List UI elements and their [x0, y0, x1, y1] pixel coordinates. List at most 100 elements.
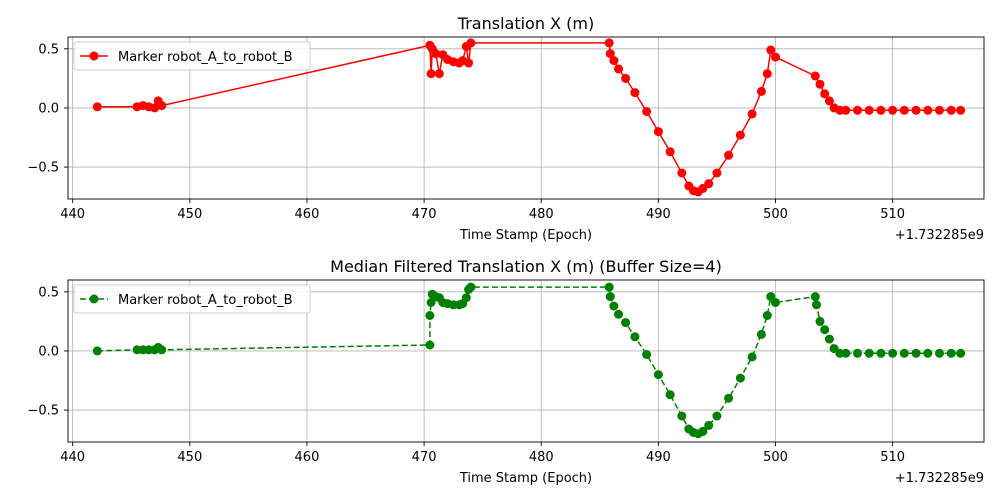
- axes-frame: [67, 36, 985, 200]
- data-point: [824, 334, 834, 344]
- legend-box: [73, 284, 311, 314]
- chart-title: Translation X (m): [457, 14, 594, 33]
- y-tick-label: −0.5: [27, 161, 59, 176]
- data-point: [605, 49, 615, 59]
- data-point: [653, 370, 663, 380]
- data-point: [923, 105, 933, 115]
- legend: Marker robot_A_to_robot_B: [73, 41, 311, 71]
- data-point: [704, 420, 714, 430]
- data-point: [609, 301, 619, 311]
- x-tick-label: 450: [177, 450, 202, 465]
- y-axis-ticks: 0.5 0.0 −0.5: [27, 42, 68, 176]
- data-point: [899, 348, 909, 358]
- legend-box: [73, 41, 311, 71]
- data-point: [434, 69, 444, 79]
- x-tick-label: 470: [412, 450, 437, 465]
- data-point: [614, 309, 623, 319]
- x-tick-label: 440: [60, 207, 85, 222]
- data-point: [735, 373, 745, 383]
- legend-marker-sample: [89, 51, 99, 61]
- chart-top-panel: Translation X (m) 440 450 460 470 480 490 500 5…: [27, 14, 985, 243]
- data-point: [888, 105, 898, 115]
- data-point: [609, 56, 619, 66]
- data-point: [92, 102, 102, 112]
- data-point: [92, 346, 102, 356]
- legend-label: Marker robot_A_to_robot_B: [118, 50, 293, 65]
- data-point: [841, 348, 851, 358]
- data-point: [820, 89, 830, 99]
- x-axis-label: Time Stamp (Epoch): [459, 228, 592, 243]
- data-point: [771, 52, 780, 62]
- data-point: [724, 150, 734, 160]
- data-point: [665, 390, 675, 400]
- data-point: [747, 109, 757, 119]
- data-point: [812, 300, 821, 310]
- data-point: [815, 316, 825, 326]
- data-point: [425, 340, 435, 350]
- y-tick-label: −0.5: [27, 404, 59, 419]
- data-point: [157, 101, 167, 111]
- x-tick-label: 460: [295, 450, 320, 465]
- x-axis-ticks: 440 450 460 470 480 490 500 510: [60, 442, 905, 465]
- y-tick-label: 0.5: [38, 285, 59, 300]
- x-axis-offset-text: +1.732285e9: [895, 228, 984, 243]
- chart-bottom-panel: Median Filtered Translation X (m) (Buffe…: [27, 257, 985, 486]
- data-point: [621, 73, 631, 83]
- data-point: [621, 318, 631, 328]
- data-point: [876, 348, 886, 358]
- data-point: [630, 88, 640, 98]
- data-point: [642, 107, 652, 116]
- data-point: [677, 168, 687, 178]
- data-point: [665, 147, 675, 157]
- data-point: [923, 348, 933, 358]
- data-point: [899, 105, 909, 115]
- legend-label: Marker robot_A_to_robot_B: [118, 293, 293, 308]
- data-point: [864, 105, 874, 115]
- x-tick-label: 490: [646, 450, 671, 465]
- data-point: [653, 127, 663, 137]
- axes-frame: [67, 279, 985, 443]
- y-tick-label: 0.0: [38, 101, 59, 116]
- data-point: [150, 103, 160, 113]
- data-point: [815, 79, 825, 89]
- data-point: [630, 332, 640, 342]
- data-point: [604, 38, 614, 48]
- data-point: [956, 105, 966, 115]
- x-tick-label: 510: [880, 450, 905, 465]
- data-point: [853, 348, 862, 358]
- data-point: [712, 168, 722, 178]
- data-point: [425, 311, 435, 320]
- chart-title: Median Filtered Translation X (m) (Buffe…: [330, 257, 722, 276]
- data-point: [426, 69, 436, 79]
- x-tick-label: 500: [763, 450, 788, 465]
- data-point: [956, 348, 966, 358]
- data-point: [810, 292, 820, 302]
- data-point: [824, 96, 834, 106]
- data-point: [820, 325, 830, 335]
- data-point: [841, 105, 851, 115]
- data-point: [698, 426, 708, 436]
- y-axis-ticks: 0.5 0.0 −0.5: [27, 285, 68, 419]
- y-tick-label: 0.0: [38, 344, 59, 359]
- x-tick-label: 510: [880, 207, 905, 222]
- plot-data: [92, 38, 966, 197]
- x-tick-label: 490: [646, 207, 671, 222]
- data-point: [704, 179, 714, 189]
- x-tick-label: 500: [763, 207, 788, 222]
- data-point: [642, 350, 652, 359]
- x-tick-label: 460: [295, 207, 320, 222]
- legend: Marker robot_A_to_robot_B: [73, 284, 311, 314]
- data-point: [157, 345, 167, 355]
- data-point: [677, 411, 687, 421]
- data-point: [747, 352, 757, 362]
- data-point: [735, 130, 745, 140]
- data-point: [724, 393, 734, 403]
- x-axis-offset-text: +1.732285e9: [895, 471, 984, 486]
- x-tick-label: 480: [529, 207, 554, 222]
- data-point: [771, 298, 780, 307]
- data-point: [461, 293, 471, 303]
- data-point: [810, 71, 820, 81]
- data-point: [464, 58, 474, 68]
